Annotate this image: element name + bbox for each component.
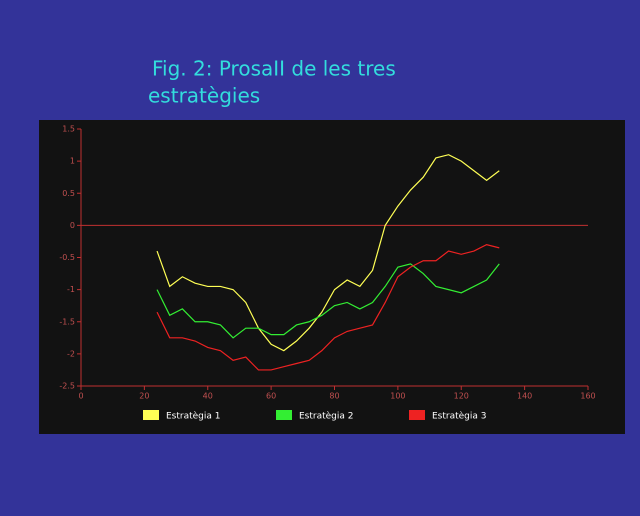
legend-swatch bbox=[143, 410, 159, 420]
legend-label: Estratègia 1 bbox=[166, 411, 221, 422]
x-tick-label: 140 bbox=[517, 392, 532, 401]
series-line bbox=[156, 244, 500, 371]
y-tick-label: 0 bbox=[70, 221, 75, 230]
x-tick-label: 120 bbox=[454, 392, 469, 401]
x-tick-label: 60 bbox=[266, 392, 276, 401]
series-line bbox=[156, 263, 500, 339]
slide-title: Fig. 2: ProsaII de les tres bbox=[152, 57, 396, 81]
y-tick-label: 1.5 bbox=[62, 125, 75, 134]
x-tick-label: 100 bbox=[390, 392, 405, 401]
x-tick-label: 80 bbox=[329, 392, 339, 401]
y-tick-label: -2 bbox=[67, 349, 75, 358]
y-tick-label: -1.5 bbox=[59, 317, 75, 326]
legend-label: Estratègia 3 bbox=[432, 411, 487, 422]
y-tick-label: -2.5 bbox=[59, 382, 75, 391]
legend-swatch bbox=[409, 410, 425, 420]
slide-title: estratègies bbox=[148, 84, 260, 108]
y-tick-label: -1 bbox=[67, 285, 75, 294]
legend-swatch bbox=[276, 410, 292, 420]
y-tick-label: -0.5 bbox=[59, 253, 75, 262]
series-line bbox=[156, 154, 500, 352]
chart-panel bbox=[39, 120, 625, 434]
y-tick-label: 0.5 bbox=[62, 189, 75, 198]
x-tick-label: 160 bbox=[580, 392, 595, 401]
y-tick-label: 1 bbox=[70, 157, 75, 166]
x-tick-label: 20 bbox=[139, 392, 149, 401]
legend-label: Estratègia 2 bbox=[299, 411, 354, 422]
x-tick-label: 0 bbox=[78, 392, 83, 401]
x-tick-label: 40 bbox=[203, 392, 213, 401]
